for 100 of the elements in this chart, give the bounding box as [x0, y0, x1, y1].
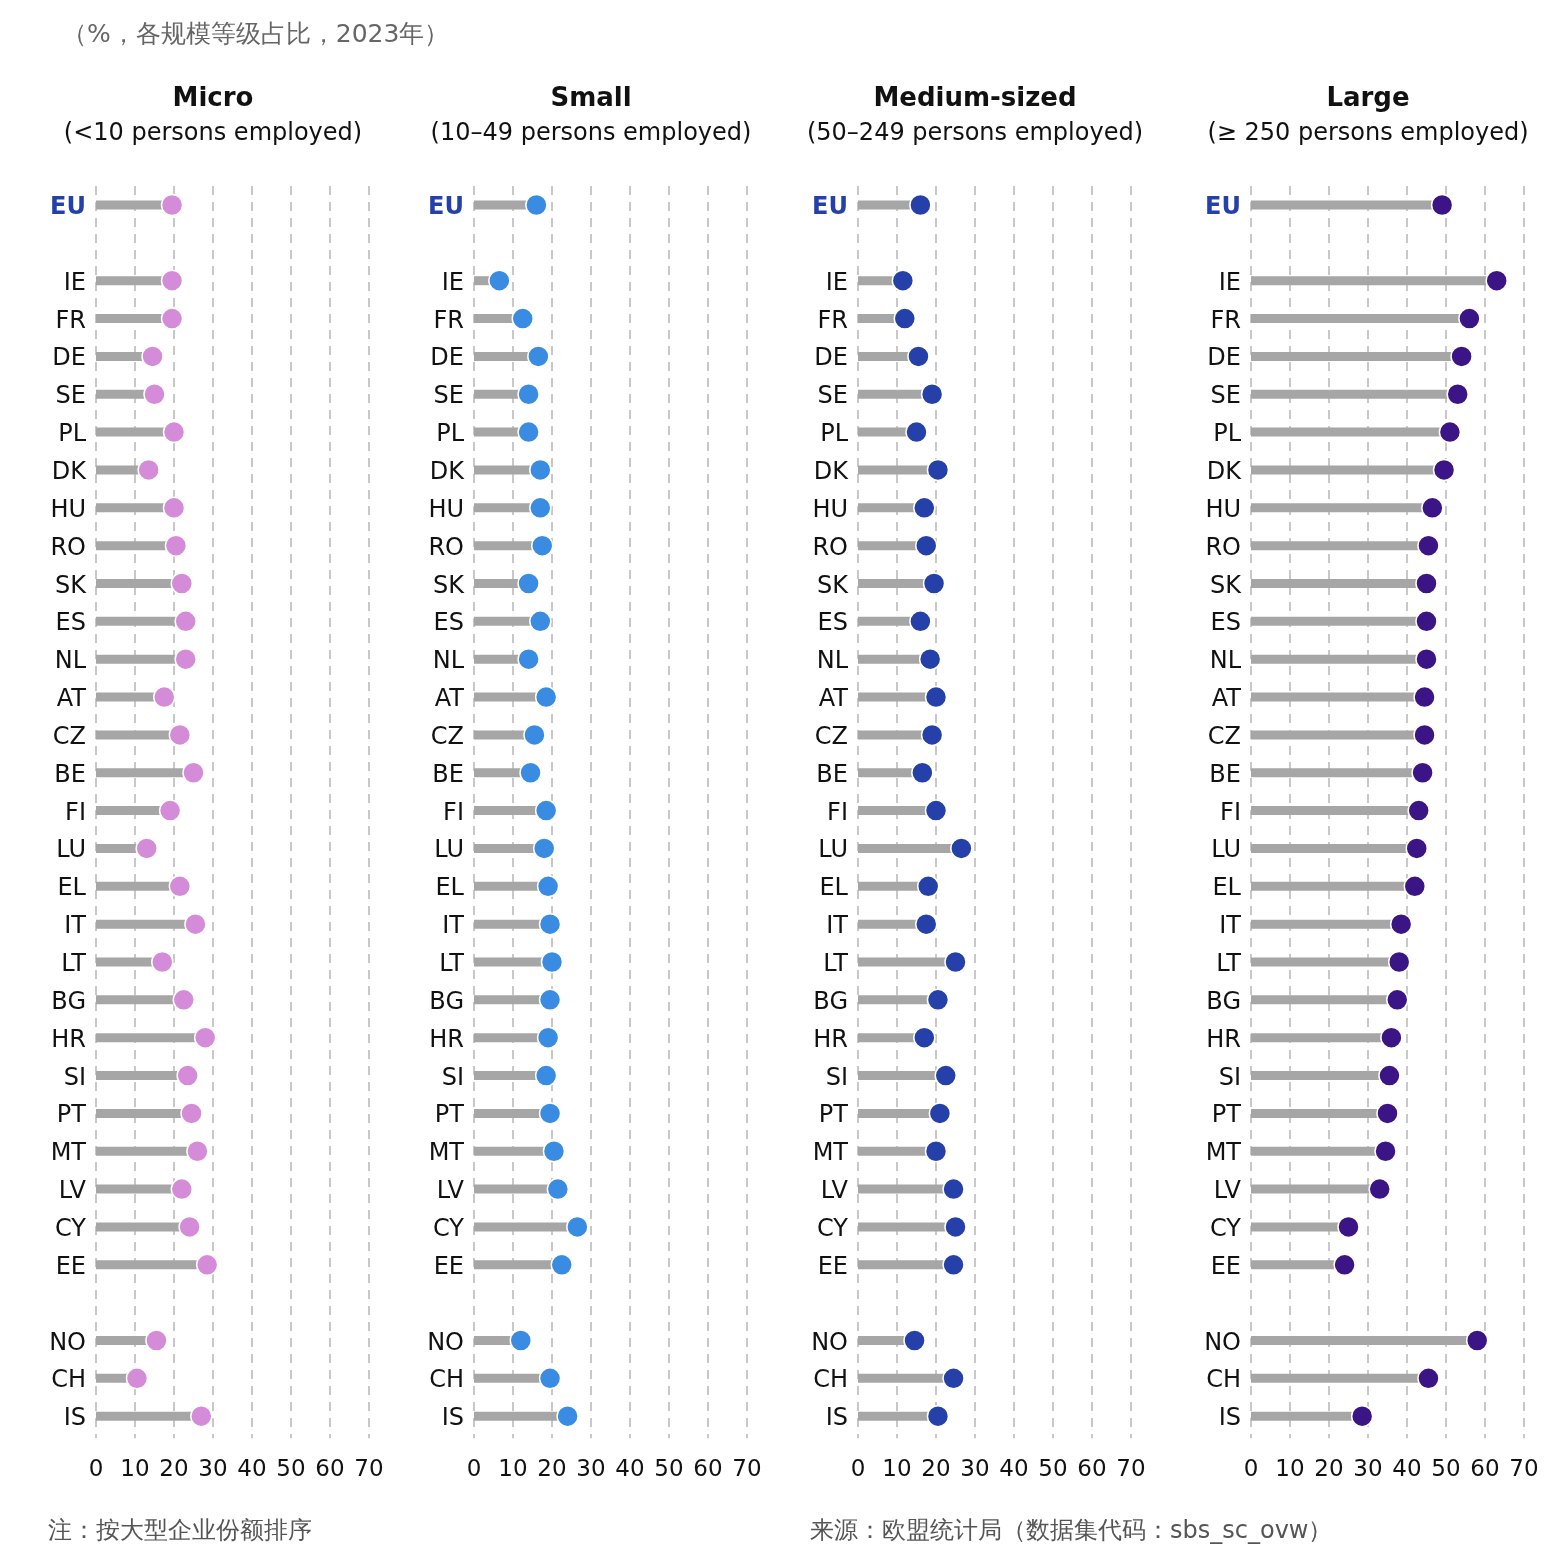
chart-title: Micro	[172, 82, 254, 112]
point	[488, 269, 511, 292]
y-tick-label: LT	[823, 949, 849, 977]
point	[525, 193, 548, 217]
y-tick-label: CH	[1206, 1365, 1241, 1394]
point	[176, 1064, 199, 1087]
x-tick-label: 10	[1275, 1455, 1305, 1481]
point	[1415, 647, 1438, 671]
x-tick-label: 10	[120, 1455, 150, 1481]
x-tick-label: 50	[1431, 1455, 1461, 1481]
x-tick-label: 60	[1077, 1455, 1107, 1481]
y-tick-label: PT	[56, 1100, 87, 1129]
point	[517, 647, 540, 671]
y-tick-label: SE	[55, 381, 86, 410]
y-tick-label: IS	[825, 1403, 848, 1432]
point	[153, 685, 176, 709]
point	[160, 307, 184, 330]
point	[168, 875, 192, 898]
x-tick-label: 50	[654, 1455, 684, 1481]
point	[534, 685, 558, 709]
y-tick-label: SK	[55, 570, 88, 599]
y-tick-label: IT	[1219, 911, 1242, 940]
point	[913, 496, 936, 520]
point	[186, 1140, 209, 1163]
y-tick-label: IS	[63, 1403, 86, 1432]
text: 注：按大型企业份额排序	[48, 1516, 312, 1544]
point	[1432, 458, 1456, 482]
point	[950, 837, 973, 860]
point	[903, 1329, 926, 1352]
point	[926, 458, 950, 482]
y-tick-label: RO	[428, 532, 464, 561]
point	[193, 1026, 217, 1049]
point	[918, 647, 942, 671]
y-tick-label: NL	[816, 646, 849, 675]
y-tick-label: BE	[816, 759, 848, 788]
point	[909, 610, 932, 633]
point	[913, 1026, 936, 1049]
y-tick-label: EE	[1210, 1251, 1241, 1280]
y-tick-label: LU	[434, 835, 464, 864]
x-tick-label: 30	[1353, 1455, 1383, 1481]
point	[534, 799, 558, 822]
point	[184, 912, 207, 936]
y-tick-label: NL	[54, 646, 87, 675]
point	[907, 345, 930, 368]
point	[1386, 988, 1409, 1012]
point	[915, 912, 938, 936]
point	[137, 458, 160, 482]
point	[1446, 383, 1469, 406]
x-tick-label: 60	[693, 1455, 723, 1481]
point	[540, 950, 564, 974]
point	[1450, 345, 1473, 368]
point	[1350, 1404, 1374, 1428]
chart-subtitle: (<10 persons employed)	[63, 118, 363, 146]
point	[1417, 1367, 1440, 1390]
point	[556, 1404, 579, 1428]
point	[1485, 269, 1508, 292]
y-tick-label: HR	[429, 1024, 464, 1053]
point	[1413, 685, 1436, 709]
point	[1465, 1329, 1489, 1352]
y-tick-label: HU	[428, 494, 464, 523]
y-tick-label: BG	[51, 986, 86, 1015]
chart-subtitle: (50–249 persons employed)	[806, 118, 1144, 146]
x-tick-label: 0	[1243, 1455, 1259, 1481]
y-tick-label: EU	[812, 192, 848, 220]
point	[1337, 1215, 1360, 1239]
x-tick-label: 20	[1314, 1455, 1344, 1481]
point	[550, 1253, 573, 1277]
point	[172, 988, 195, 1012]
y-tick-label: RO	[812, 532, 848, 561]
chart-title: Small	[550, 82, 632, 112]
y-tick-label: IT	[64, 911, 87, 940]
x-tick-label: 40	[999, 1455, 1029, 1481]
y-tick-label: HR	[813, 1024, 848, 1053]
x-tick-label: 70	[732, 1455, 762, 1481]
point	[151, 950, 174, 974]
y-tick-label: IT	[442, 911, 465, 940]
point	[529, 496, 552, 520]
y-tick-label: DE	[430, 343, 464, 372]
point	[538, 1102, 562, 1125]
point	[162, 420, 186, 444]
y-tick-label: FI	[65, 797, 86, 826]
point	[924, 799, 948, 822]
y-tick-label: SK	[817, 570, 850, 599]
y-tick-label: SI	[63, 1062, 86, 1091]
y-tick-label: BE	[1209, 759, 1241, 788]
y-tick-label: BG	[1206, 986, 1241, 1015]
x-tick-label: 70	[354, 1455, 384, 1481]
y-tick-label: IS	[441, 1403, 464, 1432]
x-tick-label: 70	[1509, 1455, 1539, 1481]
point	[536, 1026, 560, 1049]
y-tick-label: IS	[1218, 1403, 1241, 1432]
y-tick-label: NL	[1209, 646, 1242, 675]
y-tick-label: CY	[55, 1213, 87, 1242]
point	[1374, 1140, 1397, 1163]
point	[1411, 761, 1434, 784]
y-tick-label: FR	[1210, 305, 1241, 334]
y-tick-label: DE	[1207, 343, 1241, 372]
point	[509, 1329, 533, 1352]
point	[944, 950, 967, 974]
y-tick-label: SK	[433, 570, 466, 599]
